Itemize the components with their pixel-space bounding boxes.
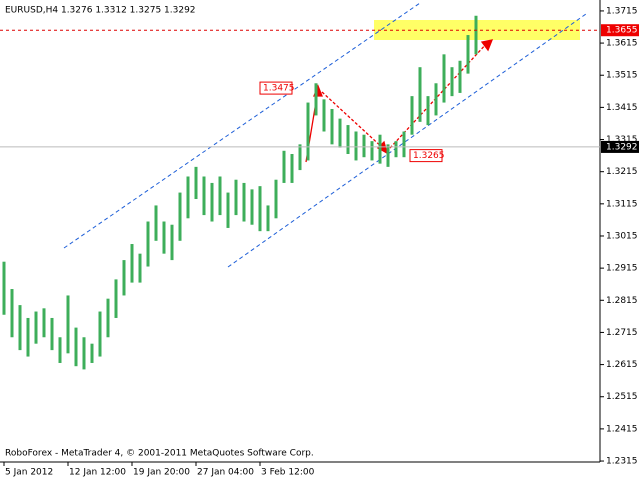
bar	[74, 327, 78, 367]
bar	[218, 176, 222, 216]
y-tick-label: 1.3315	[606, 135, 638, 145]
bar	[282, 150, 286, 183]
bar	[258, 186, 262, 232]
bar	[338, 118, 342, 148]
bar	[178, 192, 182, 241]
bar	[450, 67, 454, 97]
bar	[250, 189, 254, 225]
bar	[274, 179, 278, 219]
x-tick-label: 5 Jan 2012	[5, 468, 53, 478]
y-tick-label: 1.2615	[606, 360, 638, 370]
bar	[458, 60, 462, 93]
bar	[370, 141, 374, 161]
y-tick-label: 1.2515	[606, 392, 638, 402]
bar	[122, 260, 126, 296]
y-tick-label: 1.2915	[606, 264, 638, 274]
footer: RoboForex - MetaTrader 4, © 2001-2011 Me…	[5, 449, 314, 459]
y-tick-label: 1.2715	[606, 328, 638, 338]
bar	[58, 337, 62, 363]
bar	[474, 15, 478, 55]
y-tick-label: 1.3415	[606, 103, 638, 113]
bar	[162, 221, 166, 254]
bar	[314, 83, 318, 116]
bar	[378, 134, 382, 164]
bar	[138, 253, 142, 283]
bar	[98, 311, 102, 357]
price-label-box	[409, 149, 443, 163]
y-tick-label: 1.3015	[606, 231, 638, 241]
bar	[354, 131, 358, 161]
bar	[234, 179, 238, 216]
bar	[426, 96, 430, 126]
level-label-box	[601, 24, 639, 37]
bar	[186, 176, 190, 219]
bar	[298, 144, 302, 171]
bar	[410, 96, 414, 135]
bar	[242, 182, 246, 222]
bar	[130, 244, 134, 283]
bar	[210, 182, 214, 222]
bar	[362, 134, 366, 158]
price-label: 1.3265	[413, 151, 445, 161]
bar	[322, 99, 326, 132]
bar	[418, 67, 422, 122]
bar	[202, 176, 206, 216]
bar	[106, 298, 110, 338]
current-price-box	[601, 140, 639, 153]
bar	[2, 261, 6, 315]
bar	[146, 221, 150, 267]
bar	[26, 317, 30, 357]
bar	[10, 289, 14, 338]
price-label: 1.3475	[263, 84, 295, 94]
bar	[266, 205, 270, 232]
price-label-box	[259, 81, 293, 95]
x-tick-label: 12 Jan 12:00	[69, 468, 126, 478]
bar	[18, 305, 22, 351]
bar	[226, 192, 230, 228]
bar	[306, 102, 310, 161]
current-price-label: 1.3292	[606, 142, 638, 152]
y-tick-label: 1.3215	[606, 167, 638, 177]
y-tick-label: 1.3715	[606, 6, 638, 16]
bar	[66, 295, 70, 354]
bar	[194, 166, 198, 200]
chart-title: EURUSD,H4 1.3276 1.3312 1.3275 1.3292	[5, 6, 196, 16]
y-tick-label: 1.2815	[606, 296, 638, 306]
bar	[42, 308, 46, 338]
bar	[394, 141, 398, 158]
x-tick-label: 19 Jan 20:00	[133, 468, 190, 478]
bar	[114, 279, 118, 318]
bar	[170, 224, 174, 261]
y-tick-label: 1.2315	[606, 457, 638, 467]
bar	[434, 83, 438, 116]
bar	[290, 154, 294, 183]
bar	[50, 317, 54, 351]
x-tick-label: 3 Feb 12:00	[261, 468, 315, 478]
y-tick-label: 1.3115	[606, 199, 638, 209]
bar	[82, 337, 86, 370]
bar	[34, 311, 38, 344]
bar	[346, 125, 350, 154]
bar	[386, 144, 390, 167]
bar	[90, 343, 94, 363]
y-tick-label: 1.3615	[606, 39, 638, 49]
x-tick-label: 27 Jan 04:00	[197, 468, 254, 478]
bar	[402, 131, 406, 158]
level-label: 1.3655	[606, 26, 638, 36]
channel	[63, 2, 587, 268]
bar	[466, 35, 470, 74]
bar	[154, 205, 158, 241]
y-tick-label: 1.3515	[606, 71, 638, 81]
y-tick-label: 1.2415	[606, 424, 638, 434]
bar	[330, 108, 334, 145]
bar	[442, 54, 446, 103]
